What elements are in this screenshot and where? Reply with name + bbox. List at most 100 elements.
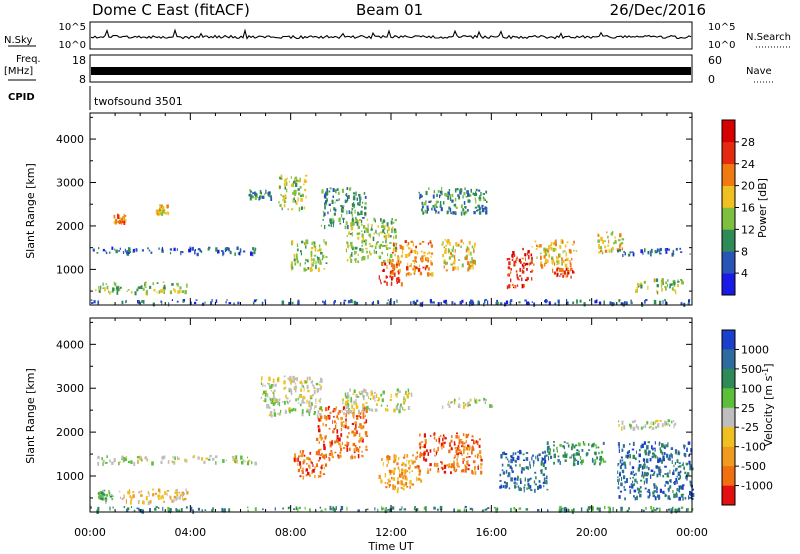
nave-tick-top: 60 [708, 54, 722, 67]
colorbar-tick-label: 20 [741, 180, 755, 193]
velocity-echo-region [97, 489, 114, 504]
freq-tick-bottom: 8 [79, 73, 86, 86]
colorbar-tick-label: 100 [741, 382, 762, 395]
colorbar-tick-label: 16 [741, 202, 755, 215]
velocity-axes: 1000 2000 3000 4000 [56, 318, 693, 512]
power-echo-region [391, 240, 434, 277]
colorbar-tick-label: 12 [741, 223, 755, 236]
time-tick-label: 20:00 [576, 526, 608, 539]
velocity-echo-region [617, 441, 695, 501]
nave-label: Nave [746, 66, 772, 77]
power-axes: 1000 2000 3000 4000 [56, 113, 693, 305]
nsky-panel: N.Sky 10^5 10^0 10^5 10^0 N.Search [4, 21, 791, 51]
power-echo-region [155, 204, 170, 216]
colorbar-tick-label: 25 [741, 402, 755, 415]
time-tick-label: 00:00 [676, 526, 708, 539]
colorbar-tick-label: -100 [741, 441, 766, 454]
colorbar-swatch [722, 185, 735, 208]
freq-unit: [MHz] [4, 66, 33, 77]
range-tick-label: 4000 [56, 338, 84, 351]
velocity-colorbar-label-sup: -1 [761, 368, 770, 376]
velocity-echo-region [90, 505, 694, 514]
colorbar-tick-label: -25 [741, 421, 759, 434]
colorbar-swatch [722, 207, 735, 230]
power-echo-region [92, 246, 257, 257]
colorbar-swatch [722, 229, 735, 252]
power-echo-region [635, 278, 684, 295]
time-axis: 00:00 04:00 08:00 12:00 16:00 20:00 00:00 [74, 526, 708, 539]
time-tick-label: 16:00 [475, 526, 507, 539]
colorbar-tick-label: 4 [741, 267, 748, 280]
velocity-ylabel: Slant Range [km] [24, 368, 37, 464]
freq-label: Freq. [16, 54, 41, 65]
velocity-colorbar-label: Velocity [m s-1] [761, 363, 775, 446]
cpid-value: twofsound 3501 [94, 95, 183, 108]
colorbar-swatch [722, 163, 735, 186]
colorbar-swatch [722, 120, 735, 143]
velocity-echo-region [416, 432, 483, 475]
colorbar-swatch [722, 273, 735, 296]
velocity-colorbar-label-main: Velocity [m s [762, 375, 775, 446]
time-tick-label: 00:00 [74, 526, 106, 539]
power-colorbar-label: Power [dB] [756, 178, 769, 238]
velocity-colorbar-label-end: ] [762, 363, 775, 367]
colorbar-swatch [722, 141, 735, 165]
nave-tick-bottom: 0 [708, 73, 715, 86]
colorbar-tick-label: 24 [741, 158, 755, 171]
colorbar-swatch [722, 330, 735, 350]
power-echo-region [597, 231, 625, 255]
power-ylabel: Slant Range [km] [24, 163, 37, 259]
velocity-scatter [90, 375, 695, 514]
power-panel: 1000 2000 3000 4000 Slant Range [km] [24, 112, 693, 307]
velocity-echo-region [341, 388, 413, 415]
velocity-echo-region [260, 375, 323, 418]
power-echo-region [617, 247, 691, 258]
nsearch-label: N.Search [746, 32, 791, 43]
range-tick-label: 1000 [56, 263, 84, 276]
power-echo-region [290, 239, 328, 272]
power-echo-region [441, 239, 476, 272]
freq-panel: Freq. [MHz] 18 8 60 0 Nave [4, 54, 774, 86]
velocity-echo-region [378, 454, 423, 494]
colorbar-tick-label: 8 [741, 245, 748, 258]
nsky-tick-top: 10^5 [59, 22, 86, 33]
velocity-colorbar: 1000 500 100 25 -25 -100 -500 -1000 Velocity [m… [721, 329, 775, 506]
colorbar-swatch [722, 446, 735, 467]
range-tick-label: 1000 [56, 470, 84, 483]
colorbar-swatch [722, 349, 735, 370]
time-axis-label: Time UT [367, 540, 413, 553]
range-tick-label: 3000 [56, 177, 84, 190]
power-echo-region [113, 213, 127, 225]
colorbar-swatch [722, 388, 735, 408]
nsearch-tick-bottom: 10^0 [708, 40, 735, 51]
colorbar-swatch [722, 427, 735, 447]
range-tick-label: 2000 [56, 426, 84, 439]
freq-band [91, 67, 691, 75]
colorbar-tick-label: -1000 [741, 480, 773, 493]
colorbar-tick-label: 1000 [741, 343, 769, 356]
velocity-echo-region [441, 397, 494, 409]
velocity-echo-region [293, 450, 328, 480]
power-colorbar: 4 8 12 16 20 24 28 Power [dB] [721, 119, 769, 296]
colorbar-swatch [722, 407, 735, 428]
date-title: 26/Dec/2016 [610, 1, 706, 19]
velocity-echo-region [499, 449, 549, 493]
velocity-echo-region [119, 488, 189, 505]
power-echo-region [95, 281, 188, 296]
range-tick-label: 4000 [56, 133, 84, 146]
velocity-echo-region [316, 405, 369, 462]
cpid-label: CPID [8, 92, 35, 103]
nsky-tick-bottom: 10^0 [59, 40, 86, 51]
velocity-colorbar-swatches: 1000 500 100 25 -25 -100 -500 -1000 [721, 329, 773, 506]
colorbar-tick-label: 500 [741, 363, 762, 376]
nsearch-tick-top: 10^5 [708, 22, 735, 33]
time-tick-label: 04:00 [174, 526, 206, 539]
colorbar-swatch [722, 485, 735, 506]
power-echo-region [320, 187, 367, 230]
colorbar-swatch [722, 251, 735, 274]
power-echo-region [345, 217, 398, 264]
colorbar-swatch [722, 368, 735, 389]
velocity-panel: 1000 2000 3000 4000 Slant Range [km] [24, 317, 695, 514]
range-tick-label: 3000 [56, 382, 84, 395]
